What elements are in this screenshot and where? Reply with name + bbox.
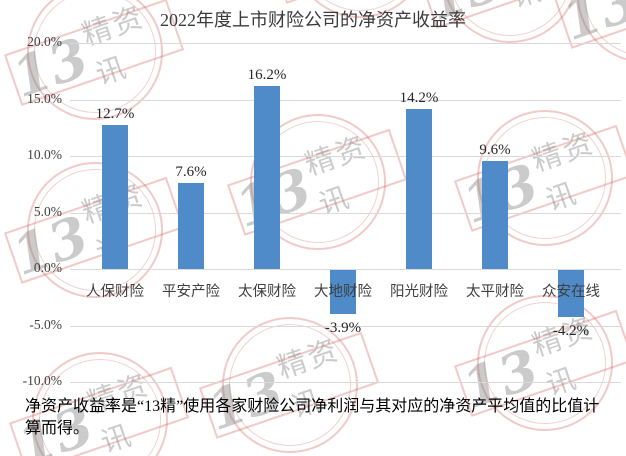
- bar: [102, 125, 128, 269]
- gridline: [70, 326, 621, 327]
- bar-value-label: -4.2%: [552, 323, 590, 339]
- category-label: 人保财险: [86, 284, 144, 300]
- category-label: 太平财险: [466, 284, 524, 300]
- y-tick-label: 20.0%: [27, 34, 62, 49]
- y-tick-label: 5.0%: [33, 204, 62, 219]
- bar: [178, 183, 204, 269]
- bar: [482, 161, 508, 269]
- gridline: [70, 43, 621, 44]
- bar: [330, 270, 356, 314]
- gridline: [70, 213, 621, 214]
- y-tick-label: 0.0%: [33, 260, 62, 275]
- y-tick-label: 15.0%: [27, 91, 62, 106]
- bar: [254, 86, 280, 269]
- gridline: [70, 382, 621, 383]
- gridline: [70, 156, 621, 157]
- bar-value-label: 14.2%: [399, 90, 439, 106]
- bar-value-label: -3.9%: [324, 320, 362, 336]
- bar-value-label: 12.7%: [95, 106, 135, 122]
- bar: [406, 109, 432, 269]
- bar-value-label: 7.6%: [175, 164, 207, 180]
- bar-value-label: 16.2%: [247, 67, 287, 83]
- y-tick-label: -5.0%: [29, 317, 62, 332]
- chart-title: 2022年度上市财险公司的净资产收益率: [160, 10, 466, 30]
- bar-value-label: 9.6%: [479, 142, 511, 158]
- gridline: [70, 269, 621, 270]
- footnote-text: 净资产收益率是“13精”使用各家财险公司净利润与其对应的净资产平均值的比值计算而…: [25, 398, 600, 437]
- category-label: 平安产险: [162, 284, 220, 300]
- category-label: 阳光财险: [390, 284, 448, 300]
- category-label: 大地财险: [314, 284, 372, 300]
- gridline: [70, 100, 621, 101]
- y-tick-label: 10.0%: [27, 147, 62, 162]
- category-label: 众安在线: [542, 284, 600, 300]
- y-tick-label: -10.0%: [22, 373, 62, 388]
- category-label: 太保财险: [238, 284, 296, 300]
- bar: [558, 270, 584, 317]
